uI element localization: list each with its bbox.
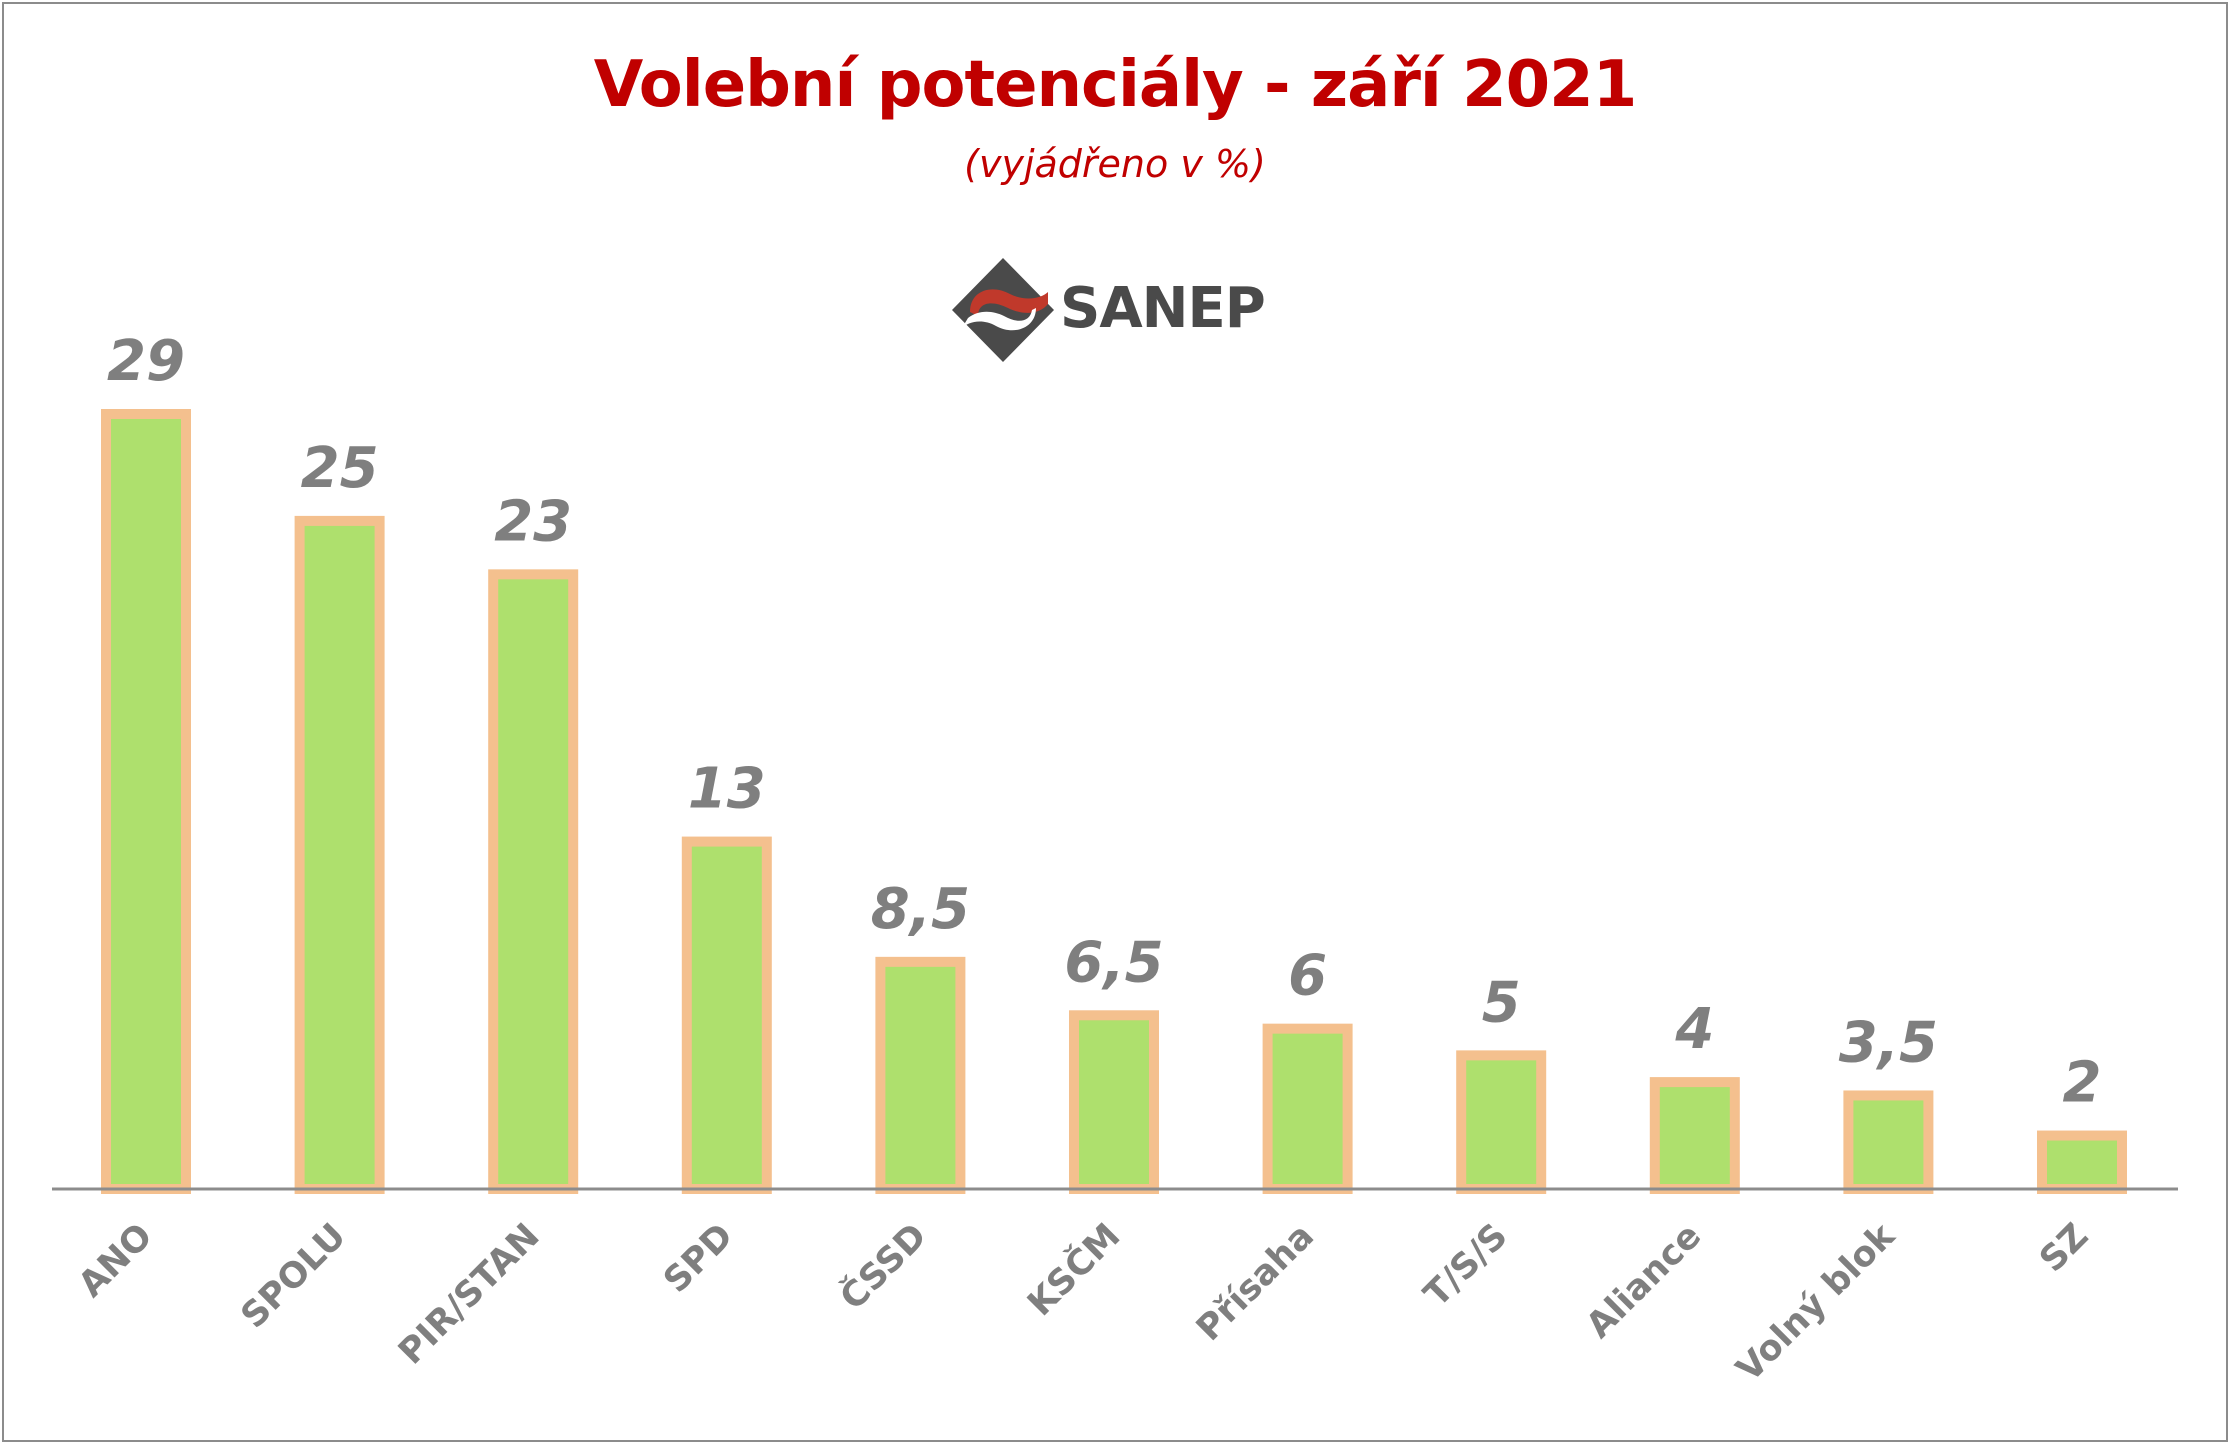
bar-t-s-s bbox=[1456, 1050, 1547, 1194]
chart-title: Volební potenciály - září 2021 bbox=[593, 48, 1637, 122]
category-label-pir-stan: PIR/STAN bbox=[391, 1216, 547, 1372]
bars-group bbox=[101, 409, 2127, 1195]
sanep-logo: SANEP bbox=[948, 254, 1298, 366]
value-label-ano: 29 bbox=[107, 329, 185, 394]
value-label-ks-m: 6,5 bbox=[1064, 930, 1163, 995]
bar-spd bbox=[681, 836, 772, 1194]
category-label-ks-m: KSČM bbox=[1019, 1215, 1129, 1325]
category-labels-group: ANO SPOLU PIR/STAN SPD ČSSD KSČM Přísaha T/S/S A… bbox=[71, 1215, 2096, 1390]
logo-text: SANEP bbox=[1060, 276, 1266, 341]
category-label-spolu: SPOLU bbox=[234, 1216, 354, 1336]
bar-sz bbox=[2037, 1130, 2127, 1195]
category-label-spd: SPD bbox=[656, 1216, 741, 1301]
bar-p-saha bbox=[1262, 1023, 1353, 1194]
bar--ssd bbox=[875, 956, 966, 1195]
value-label-t-s-s: 5 bbox=[1482, 970, 1521, 1035]
chart-subtitle: (vyjádřeno v %) bbox=[964, 142, 1266, 186]
sanep-logo-icon bbox=[952, 258, 1054, 362]
value-label-aliance: 4 bbox=[1674, 997, 1714, 1062]
value-label-voln-blok: 3,5 bbox=[1839, 1010, 1938, 1075]
bar-ano bbox=[101, 409, 191, 1194]
category-label-sz: SZ bbox=[2032, 1216, 2096, 1280]
value-label-p-saha: 6 bbox=[1288, 944, 1327, 1009]
value-label--ssd: 8,5 bbox=[871, 877, 970, 942]
value-labels-group: 29 25 23 13 8,5 6,5 6 5 4 3,5 2 bbox=[107, 329, 2101, 1116]
category-label-p-saha: Přísaha bbox=[1189, 1216, 1322, 1349]
bar-voln-blok bbox=[1843, 1090, 1934, 1195]
category-label-ano: ANO bbox=[71, 1216, 160, 1305]
bar-aliance bbox=[1649, 1077, 1740, 1194]
bar-pir-stan bbox=[488, 569, 579, 1194]
value-label-spolu: 25 bbox=[301, 436, 379, 501]
value-label-pir-stan: 23 bbox=[494, 489, 572, 554]
bar-spolu bbox=[294, 515, 385, 1194]
category-label--ssd: ČSSD bbox=[831, 1215, 934, 1318]
value-label-spd: 13 bbox=[688, 757, 766, 822]
category-label-aliance: Aliance bbox=[1579, 1216, 1709, 1346]
bar-ks-m bbox=[1069, 1010, 1159, 1194]
category-label-t-s-s: T/S/S bbox=[1417, 1216, 1516, 1315]
value-label-sz: 2 bbox=[2063, 1051, 2102, 1116]
category-label-voln-blok: Volný blok bbox=[1729, 1216, 1903, 1390]
